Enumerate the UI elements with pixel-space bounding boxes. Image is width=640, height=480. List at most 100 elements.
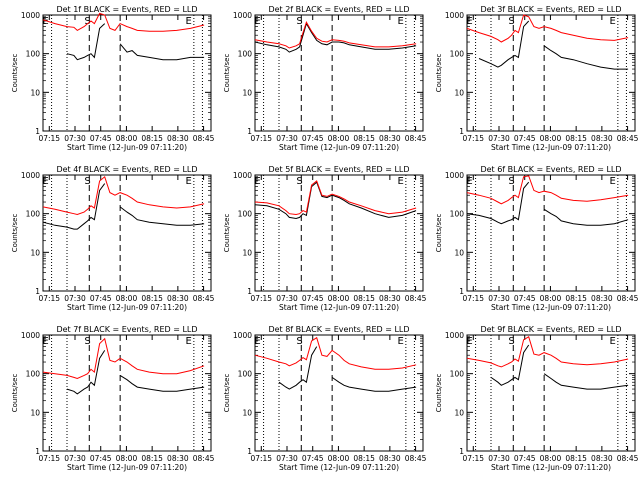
y-tick-label: 1000 (233, 331, 252, 340)
x-tick-label: 08:15 (141, 454, 163, 463)
x-tick-label: 07:15 (462, 294, 484, 303)
chart-title: Det 7f BLACK = Events, RED = LLD (56, 325, 197, 334)
chart-title: Det 3f BLACK = Events, RED = LLD (480, 5, 621, 14)
y-tick-label: 100 (238, 210, 253, 219)
x-tick-label: 08:15 (565, 294, 587, 303)
x-tick-label: 07:45 (302, 294, 324, 303)
y-tick-label: 1 (35, 287, 40, 296)
lld-series-line (42, 337, 205, 380)
y-tick-label: 10 (30, 248, 40, 257)
y-tick-label: 100 (238, 370, 253, 379)
x-tick-label: 08:15 (565, 134, 587, 143)
plot-frame (466, 14, 636, 132)
y-tick-label: 1000 (21, 11, 40, 20)
x-tick-label: 08:15 (141, 134, 163, 143)
y-tick-label: 1000 (21, 331, 40, 340)
x-tick-label: 08:00 (540, 454, 562, 463)
chart-panel-7: Det 7f BLACK = Events, RED = LLD 1 10 100 10… (11, 325, 215, 472)
lld-series-line (254, 336, 417, 370)
x-tick-label: 08:00 (116, 454, 138, 463)
x-tick-label: 07:45 (90, 134, 112, 143)
events-series-line (466, 181, 629, 226)
x-tick-label: 08:00 (328, 454, 350, 463)
events-series-line (490, 344, 629, 390)
y-tick-label: 10 (454, 88, 464, 97)
x-axis-label: Start Time (12-Jun-09 07:11:20) (491, 143, 611, 152)
lld-series-line (42, 175, 205, 216)
x-tick-label: 07:30 (64, 134, 86, 143)
x-tick-label: 07:30 (64, 454, 86, 463)
x-tick-label: 08:00 (328, 294, 350, 303)
chart-panel-4: Det 4f BLACK = Events, RED = LLD 1 10 100 10… (11, 165, 215, 312)
flag-label: S (84, 336, 90, 347)
y-tick-label: 1000 (233, 171, 252, 180)
x-tick-label: 08:30 (591, 294, 613, 303)
events-series-line (66, 23, 205, 61)
x-tick-label: 08:30 (379, 134, 401, 143)
x-tick-label: 07:45 (302, 454, 324, 463)
x-tick-label: 08:15 (353, 294, 375, 303)
flag-label: E (42, 336, 48, 347)
x-tick-label: 08:30 (167, 454, 189, 463)
chart-panel-5: Det 5f BLACK = Events, RED = LLD 1 10 100 10… (223, 165, 427, 312)
chart-title: Det 8f BLACK = Events, RED = LLD (268, 325, 409, 334)
x-tick-label: 08:15 (353, 134, 375, 143)
x-tick-label: 08:45 (405, 134, 427, 143)
plot-frame (42, 334, 212, 452)
flag-label: S (508, 16, 514, 27)
flag-label: S (296, 176, 302, 187)
y-tick-label: 1 (35, 127, 40, 136)
x-tick-label: 08:30 (167, 294, 189, 303)
flag-label: E (186, 336, 192, 347)
x-tick-label: 08:00 (116, 294, 138, 303)
y-tick-label: 10 (454, 408, 464, 417)
flag-label: E (398, 176, 404, 187)
y-axis-label: Counts/sec (11, 214, 19, 253)
x-tick-label: 08:45 (193, 294, 215, 303)
flag-label: S (296, 16, 302, 27)
lld-series-line (254, 20, 417, 49)
y-tick-label: 100 (26, 50, 41, 59)
y-tick-label: 10 (30, 408, 40, 417)
events-series-line (478, 20, 629, 70)
x-tick-label: 08:30 (167, 134, 189, 143)
chart-panel-6: Det 6f BLACK = Events, RED = LLD 1 10 100 10… (435, 165, 639, 312)
flag-label: S (508, 336, 514, 347)
events-series-line (254, 22, 417, 53)
plot-frame (466, 334, 636, 452)
x-tick-label: 07:30 (276, 454, 298, 463)
y-tick-label: 1 (459, 447, 464, 456)
y-tick-label: 1 (35, 447, 40, 456)
x-tick-label: 07:15 (462, 454, 484, 463)
x-tick-label: 07:45 (90, 454, 112, 463)
y-axis-label: Counts/sec (223, 54, 231, 93)
y-axis-label: Counts/sec (435, 374, 443, 413)
x-axis-label: Start Time (12-Jun-09 07:11:20) (279, 463, 399, 472)
x-tick-label: 08:45 (617, 454, 639, 463)
x-tick-label: 07:45 (514, 134, 536, 143)
lld-series-line (254, 180, 417, 216)
y-tick-label: 10 (242, 88, 252, 97)
y-tick-label: 1000 (445, 171, 464, 180)
y-axis-label: Counts/sec (435, 214, 443, 253)
chart-panel-8: Det 8f BLACK = Events, RED = LLD 1 10 100 10… (223, 325, 427, 472)
flag-label: E (254, 16, 260, 27)
flag-label: E (186, 176, 192, 187)
x-tick-label: 08:45 (193, 134, 215, 143)
events-series-line (278, 346, 417, 392)
flag-label: S (296, 336, 302, 347)
flag-label: E (186, 16, 192, 27)
flag-label: E (610, 176, 616, 187)
lld-series-line (466, 14, 629, 43)
y-tick-label: 10 (242, 248, 252, 257)
flag-label: S (508, 176, 514, 187)
x-tick-label: 07:30 (276, 134, 298, 143)
lld-series-line (42, 12, 205, 32)
events-series-line (66, 350, 205, 395)
y-axis-label: Counts/sec (11, 374, 19, 413)
y-axis-label: Counts/sec (223, 374, 231, 413)
y-tick-label: 1000 (445, 331, 464, 340)
y-axis-label: Counts/sec (223, 214, 231, 253)
y-tick-label: 1000 (445, 11, 464, 20)
